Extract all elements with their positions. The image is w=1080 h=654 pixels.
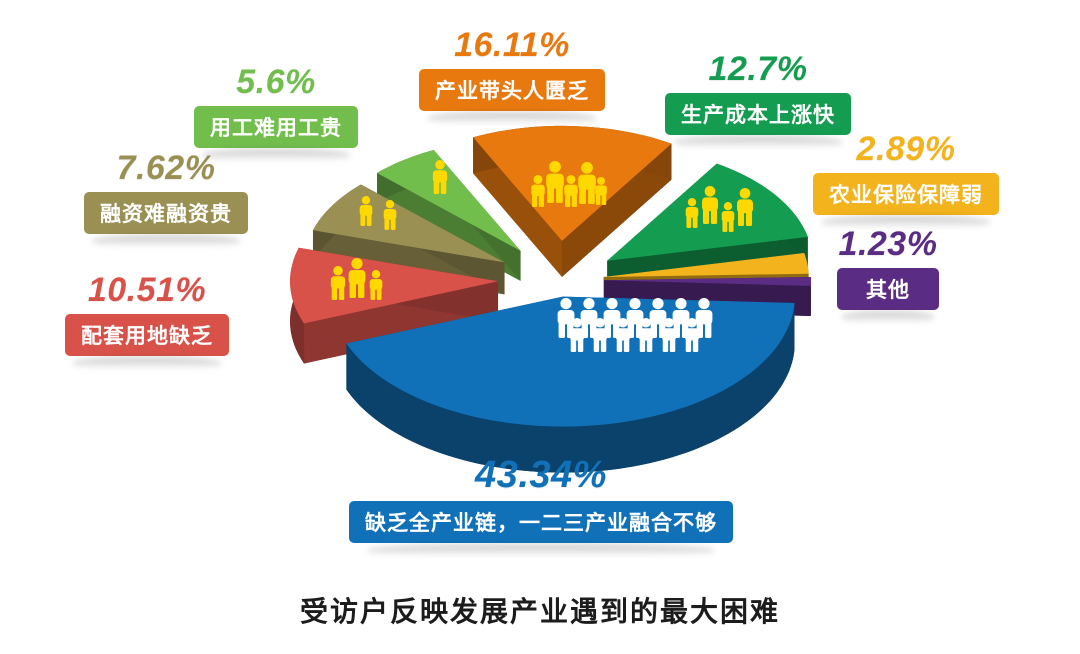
slice-label-financing-difficulty: 7.62% 融资难融资贵: [84, 149, 248, 234]
slice-percent: 2.89%: [856, 130, 956, 168]
slice-badge: 生产成本上涨快: [665, 93, 851, 135]
slice-badge: 用工难用工贵: [194, 106, 358, 148]
pie-slice-full-industry-chain-lacking: [346, 296, 795, 473]
slice-badge: 配套用地缺乏: [65, 314, 229, 356]
slice-percent: 1.23%: [838, 225, 938, 263]
slice-label-labor-difficulty: 5.6% 用工难用工贵: [194, 63, 358, 148]
slice-label-other: 1.23% 其他: [837, 225, 939, 310]
slice-percent: 7.62%: [116, 149, 216, 187]
slice-percent: 16.11%: [454, 26, 570, 64]
chart-title: 受访户反映发展产业遇到的最大困难: [299, 597, 781, 628]
slice-label-supporting-land-shortage: 10.51% 配套用地缺乏: [65, 271, 229, 356]
slice-percent: 12.7%: [708, 50, 808, 88]
slice-badge: 农业保险保障弱: [813, 173, 999, 215]
slice-label-production-cost-rising: 12.7% 生产成本上涨快: [665, 50, 851, 135]
slice-percent: 43.34%: [475, 454, 607, 496]
slice-badge: 其他: [837, 268, 939, 310]
slice-badge: 产业带头人匮乏: [419, 69, 605, 111]
slice-label-industry-leader-shortage: 16.11% 产业带头人匮乏: [419, 26, 605, 111]
slice-badge: 融资难融资贵: [84, 192, 248, 234]
pie-slice-industry-leader-shortage: [473, 125, 672, 277]
slice-badge: 缺乏全产业链，一二三产业融合不够: [349, 501, 733, 543]
slice-label-full-industry-chain-lacking: 43.34% 缺乏全产业链，一二三产业融合不够: [349, 454, 733, 543]
slice-label-agriculture-insurance-weak: 2.89% 农业保险保障弱: [813, 130, 999, 215]
slice-percent: 5.6%: [236, 63, 316, 101]
slice-percent: 10.51%: [87, 271, 207, 309]
